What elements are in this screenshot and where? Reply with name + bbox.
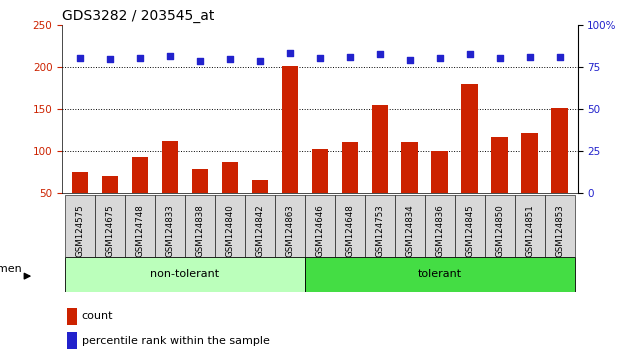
Point — [435, 56, 445, 61]
Bar — [425, 195, 455, 257]
Point — [315, 55, 325, 61]
Text: GSM124748: GSM124748 — [135, 204, 145, 257]
Bar — [102, 176, 118, 193]
Bar — [395, 195, 425, 257]
Text: specimen: specimen — [0, 264, 22, 274]
Point — [495, 56, 505, 61]
Bar — [281, 66, 298, 193]
Bar — [252, 180, 268, 193]
Text: GSM124834: GSM124834 — [406, 204, 414, 257]
Text: GSM124851: GSM124851 — [525, 204, 534, 257]
Bar — [432, 151, 448, 193]
Point — [375, 51, 385, 57]
Bar — [455, 195, 484, 257]
Point — [555, 54, 564, 59]
Bar — [401, 143, 418, 193]
Point — [405, 57, 415, 63]
Text: GSM124646: GSM124646 — [315, 204, 324, 257]
Text: GSM124853: GSM124853 — [555, 204, 564, 257]
Point — [345, 54, 355, 59]
Text: GSM124838: GSM124838 — [196, 204, 204, 257]
Text: GSM124836: GSM124836 — [435, 204, 444, 257]
Bar — [545, 195, 574, 257]
Bar — [342, 143, 358, 193]
Text: tolerant: tolerant — [417, 269, 462, 279]
Bar — [491, 137, 508, 193]
Bar — [551, 108, 568, 193]
Bar — [192, 170, 208, 193]
Text: GSM124833: GSM124833 — [165, 204, 175, 257]
Bar — [275, 195, 305, 257]
Point — [525, 54, 535, 59]
Bar — [65, 257, 305, 292]
Bar — [67, 308, 76, 325]
Point — [225, 56, 235, 62]
Bar — [132, 157, 148, 193]
Bar — [155, 195, 185, 257]
Point — [195, 58, 205, 64]
Bar — [95, 195, 125, 257]
Bar — [305, 195, 335, 257]
Point — [75, 56, 85, 61]
Text: GSM124840: GSM124840 — [225, 204, 234, 257]
Bar — [215, 195, 245, 257]
Text: GSM124842: GSM124842 — [255, 204, 265, 257]
Text: GSM124863: GSM124863 — [285, 204, 294, 257]
Bar — [72, 172, 88, 193]
Text: GDS3282 / 203545_at: GDS3282 / 203545_at — [62, 9, 214, 23]
Text: GSM124753: GSM124753 — [375, 204, 384, 257]
Bar — [371, 105, 388, 193]
Bar — [461, 85, 478, 193]
Bar — [67, 332, 76, 349]
Bar — [312, 149, 328, 193]
Text: GSM124575: GSM124575 — [76, 204, 84, 257]
Bar — [522, 133, 538, 193]
Point — [165, 53, 175, 59]
Bar — [222, 162, 238, 193]
Text: GSM124648: GSM124648 — [345, 204, 355, 257]
Point — [105, 56, 115, 62]
Point — [285, 51, 295, 56]
Bar — [125, 195, 155, 257]
Bar — [484, 195, 515, 257]
Text: GSM124850: GSM124850 — [495, 204, 504, 257]
Text: GSM124845: GSM124845 — [465, 204, 474, 257]
Text: non-tolerant: non-tolerant — [150, 269, 220, 279]
Point — [465, 51, 474, 57]
Point — [255, 58, 265, 64]
Bar — [335, 195, 365, 257]
Point — [135, 55, 145, 61]
Bar — [515, 195, 545, 257]
Bar — [245, 195, 275, 257]
Text: percentile rank within the sample: percentile rank within the sample — [82, 336, 270, 346]
Text: GSM124675: GSM124675 — [106, 204, 114, 257]
Bar — [365, 195, 395, 257]
Bar — [185, 195, 215, 257]
Bar — [305, 257, 574, 292]
Bar — [161, 141, 178, 193]
Bar — [65, 195, 95, 257]
Text: count: count — [82, 311, 113, 321]
